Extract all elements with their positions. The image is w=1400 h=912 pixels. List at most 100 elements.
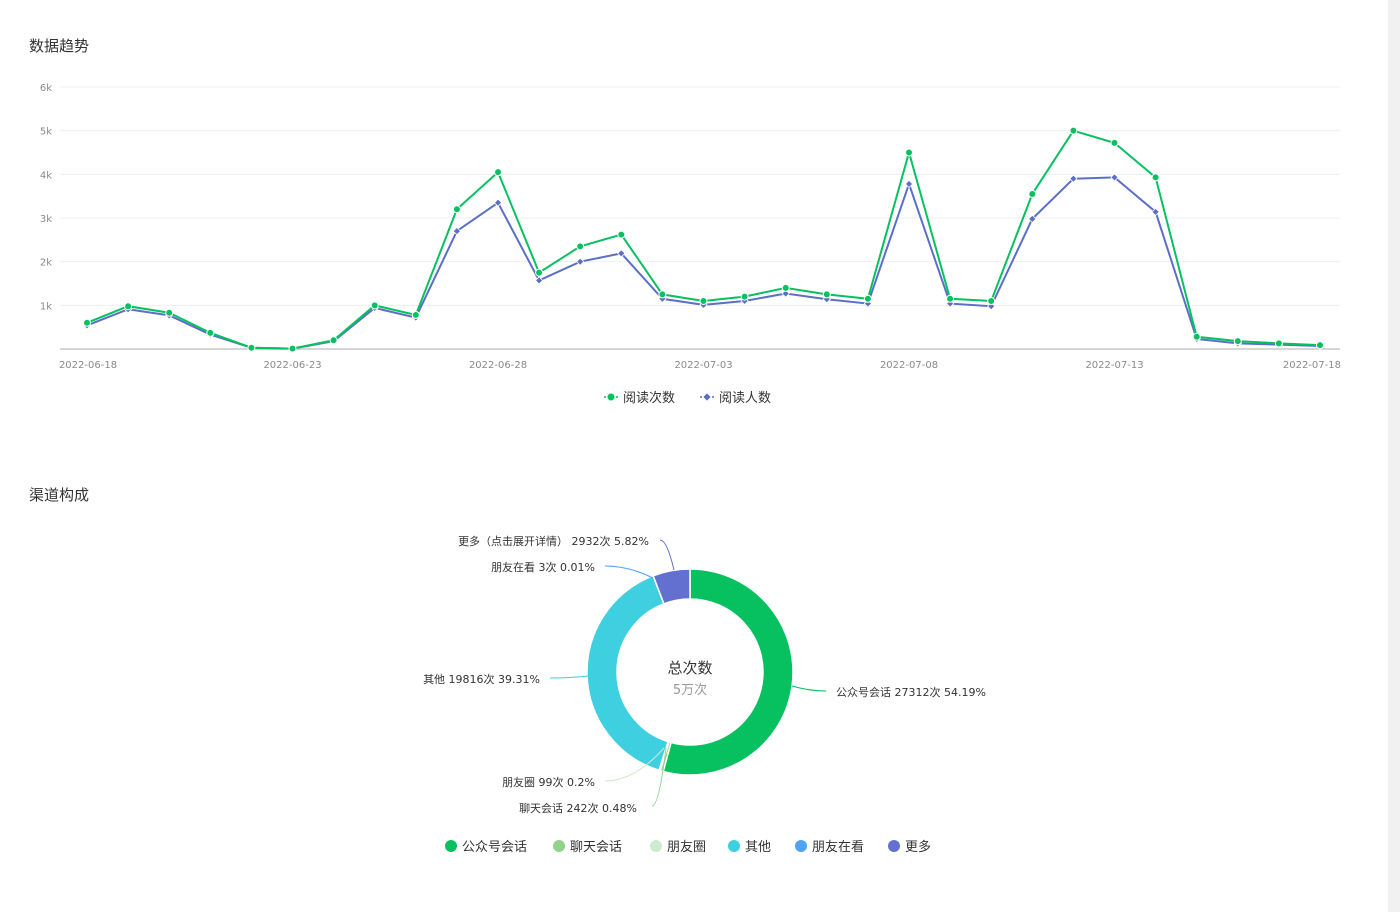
legend-item[interactable]: 聊天会话 <box>553 840 622 855</box>
x-tick-label: 2022-07-18 <box>1283 360 1341 371</box>
slice-leader-line <box>549 675 589 679</box>
data-point <box>329 336 338 345</box>
data-point <box>617 230 626 239</box>
data-point <box>1110 173 1119 182</box>
donut-slice[interactable] <box>652 568 691 605</box>
data-point <box>699 296 708 305</box>
channel-section-title: 渠道构成 <box>29 486 90 504</box>
legend-label: 公众号会话 <box>462 840 527 855</box>
data-point <box>206 328 215 337</box>
data-point <box>370 301 379 310</box>
data-point <box>494 168 502 177</box>
slice-leader-line <box>604 747 665 782</box>
slice-leader-line <box>659 539 675 571</box>
data-point <box>165 308 174 317</box>
channel-donut-chart: 公众号会话 27312次 54.19% 聊天会话 242次 0.48% 朋友圈 99… <box>423 534 986 855</box>
x-tick-label: 2022-06-18 <box>59 360 117 371</box>
slice-label: 其他 19816次 39.31% <box>423 672 540 686</box>
legend-item[interactable]: 阅读次数 <box>604 390 675 406</box>
data-point <box>740 292 749 301</box>
legend-label: 其他 <box>745 840 771 855</box>
y-tick-label: 3k <box>40 214 52 225</box>
legend-label: 朋友圈 <box>667 839 706 855</box>
slice-leader-line <box>604 565 654 579</box>
slice-label: 更多（点击展开详情） 2932次 5.82% <box>458 534 649 548</box>
legend-dot <box>888 840 900 852</box>
slice-label: 公众号会话 27312次 54.19% <box>836 685 986 699</box>
slice-label: 聊天会话 242次 0.48% <box>519 801 637 815</box>
x-tick-label: 2022-07-03 <box>674 360 732 371</box>
y-tick-label: 6k <box>40 83 52 94</box>
slice-label: 朋友圈 99次 0.2% <box>502 775 595 789</box>
data-point <box>576 257 585 266</box>
legend-dot <box>795 840 807 852</box>
y-tick-label: 2k <box>40 258 52 269</box>
legend-label: 阅读人数 <box>719 391 771 406</box>
series-line-reads <box>86 129 1321 350</box>
data-point <box>1274 339 1283 348</box>
data-point <box>83 318 91 327</box>
slice-label: 朋友在看 3次 0.01% <box>491 560 595 574</box>
legend-marker <box>607 393 615 401</box>
data-point <box>411 310 420 319</box>
data-point <box>1151 207 1160 217</box>
x-tick-label: 2022-07-08 <box>880 360 938 371</box>
data-point <box>452 226 462 236</box>
slice-leader-line <box>791 685 827 692</box>
legend-item[interactable]: 其他 <box>728 840 771 855</box>
legend-label: 朋友在看 <box>812 839 864 855</box>
data-point <box>1110 138 1119 147</box>
data-point <box>288 344 297 353</box>
x-tick-label: 2022-06-28 <box>469 360 527 371</box>
legend-marker <box>703 393 711 401</box>
legend-item[interactable]: 阅读人数 <box>700 391 771 406</box>
data-point <box>576 242 585 251</box>
data-point <box>452 205 461 214</box>
trend-section-title: 数据趋势 <box>29 37 90 55</box>
data-point <box>822 295 831 304</box>
data-point <box>1151 173 1160 182</box>
data-point <box>904 179 914 189</box>
y-tick-label: 1k <box>40 301 52 312</box>
y-tick-label: 4k <box>40 170 52 181</box>
slice-leader-line <box>651 747 667 807</box>
data-point <box>493 198 503 207</box>
data-point <box>1316 341 1324 350</box>
trend-line-chart: 1k 2k 3k 4k 5k 6k 2022-06-18 2022-06-23 2022-06-… <box>40 83 1341 406</box>
data-point <box>863 294 872 303</box>
data-point <box>905 148 913 157</box>
legend-label: 聊天会话 <box>570 840 622 855</box>
legend-dot <box>445 840 457 852</box>
donut-slice[interactable] <box>662 568 794 776</box>
data-point <box>124 302 133 311</box>
series-line-readers <box>86 176 1321 350</box>
legend-dot <box>553 840 565 852</box>
data-point <box>946 294 955 303</box>
legend-label: 阅读次数 <box>623 390 675 406</box>
data-point <box>781 283 790 292</box>
legend-item[interactable]: 公众号会话 <box>445 840 527 855</box>
x-tick-label: 2022-07-13 <box>1085 360 1143 371</box>
donut-center-value: 5万次 <box>673 682 707 698</box>
data-point <box>247 343 256 352</box>
data-point <box>822 290 831 299</box>
data-point <box>1069 174 1078 183</box>
data-point <box>1233 337 1242 346</box>
legend-item[interactable]: 更多 <box>888 839 931 855</box>
donut-slice[interactable] <box>586 574 669 772</box>
donut-center-title: 总次数 <box>667 659 712 677</box>
legend-dot <box>650 840 662 852</box>
scrollbar[interactable] <box>1388 0 1400 912</box>
legend-item[interactable]: 朋友在看 <box>795 839 864 855</box>
y-tick-label: 5k <box>40 127 52 138</box>
legend-item[interactable]: 朋友圈 <box>650 839 706 855</box>
data-point <box>1028 214 1037 224</box>
data-point <box>617 249 626 258</box>
x-tick-label: 2022-06-23 <box>263 360 321 371</box>
data-point <box>1069 126 1078 135</box>
data-point <box>781 289 790 298</box>
data-point <box>658 290 667 299</box>
data-point <box>1192 332 1201 341</box>
legend-label: 更多 <box>905 839 931 855</box>
